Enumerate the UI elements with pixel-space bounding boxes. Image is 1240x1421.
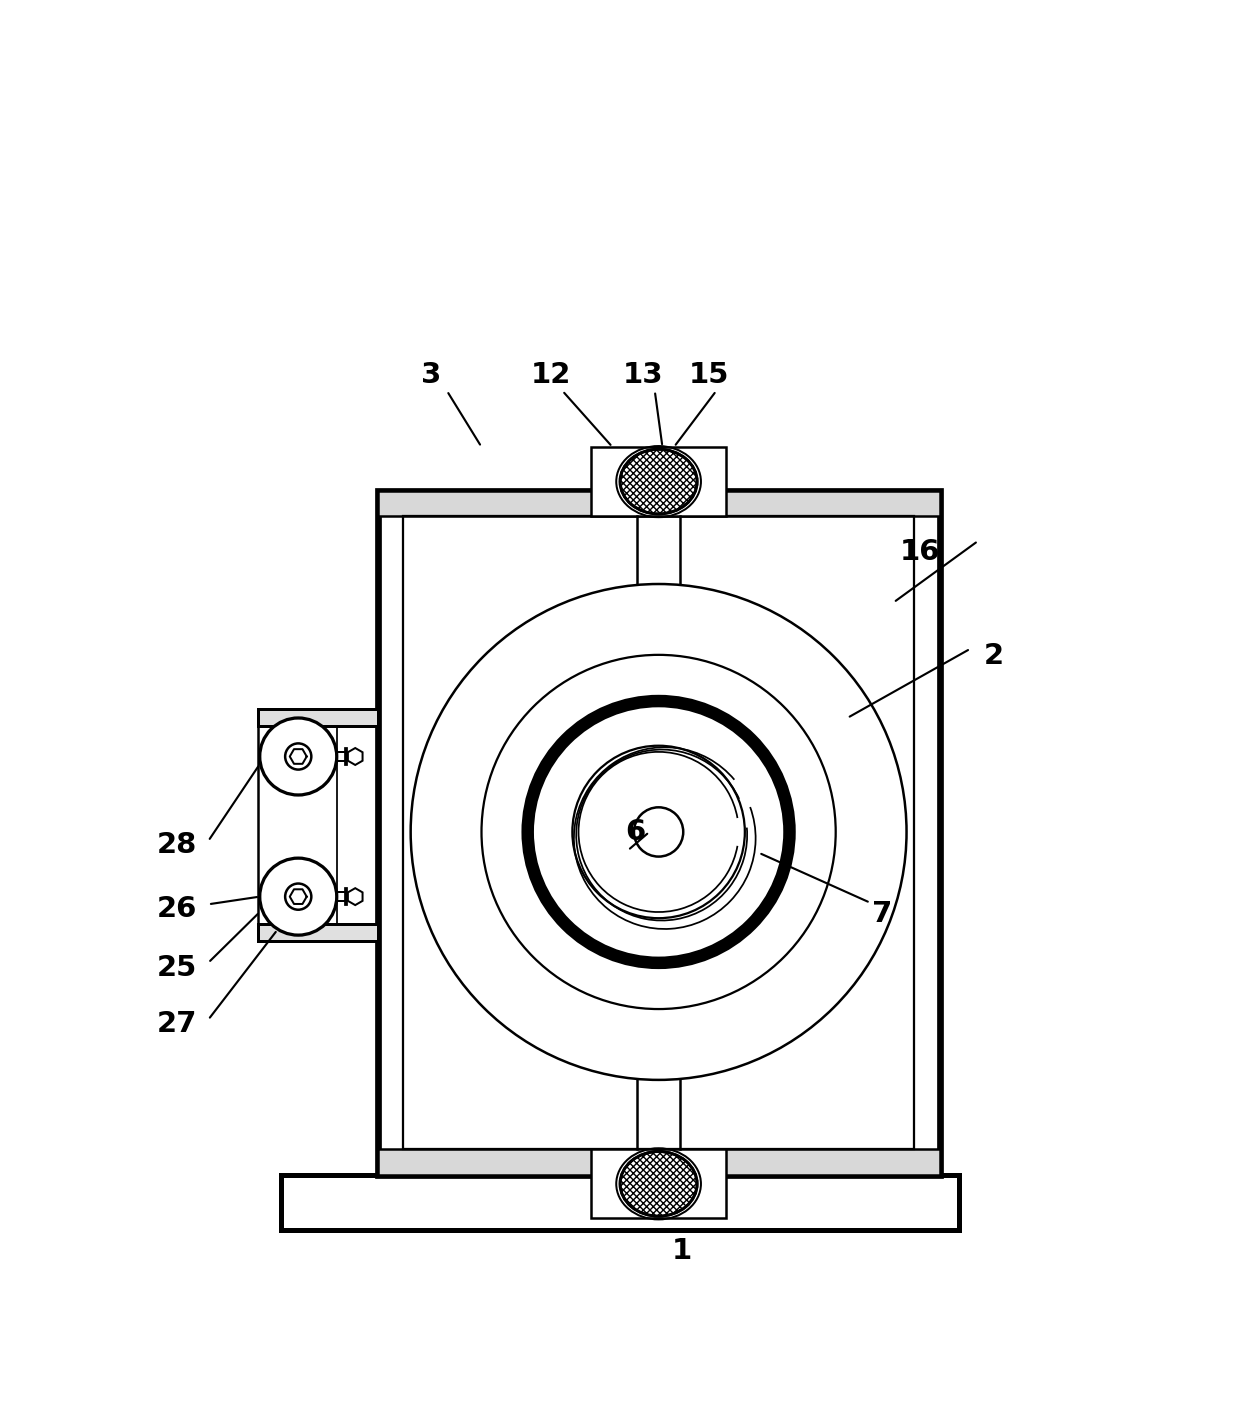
Bar: [258, 709, 377, 726]
Circle shape: [634, 807, 683, 857]
Bar: [281, 1175, 959, 1231]
Bar: [258, 924, 377, 941]
Text: 7: 7: [872, 901, 892, 928]
Circle shape: [285, 743, 311, 770]
Bar: [377, 490, 940, 516]
Circle shape: [259, 858, 337, 935]
Text: 27: 27: [157, 1010, 197, 1039]
Text: 26: 26: [157, 895, 197, 924]
Ellipse shape: [620, 1151, 697, 1216]
Text: 1: 1: [672, 1236, 692, 1265]
Text: 2: 2: [983, 642, 1003, 671]
Ellipse shape: [620, 449, 697, 514]
Text: 12: 12: [531, 361, 570, 389]
Text: 6: 6: [625, 818, 646, 845]
Circle shape: [259, 718, 337, 794]
Text: 15: 15: [688, 361, 729, 389]
Bar: [403, 516, 914, 1150]
Bar: [377, 490, 940, 1175]
Bar: [258, 709, 377, 941]
Bar: [590, 448, 727, 516]
Polygon shape: [290, 890, 306, 904]
Bar: [377, 1150, 940, 1175]
Text: 25: 25: [157, 955, 197, 982]
Text: 28: 28: [157, 831, 197, 860]
Circle shape: [285, 884, 311, 909]
Text: 13: 13: [622, 361, 663, 389]
Text: 3: 3: [422, 361, 441, 389]
Polygon shape: [290, 749, 306, 764]
Text: 16: 16: [900, 539, 941, 567]
Bar: [590, 1150, 727, 1218]
